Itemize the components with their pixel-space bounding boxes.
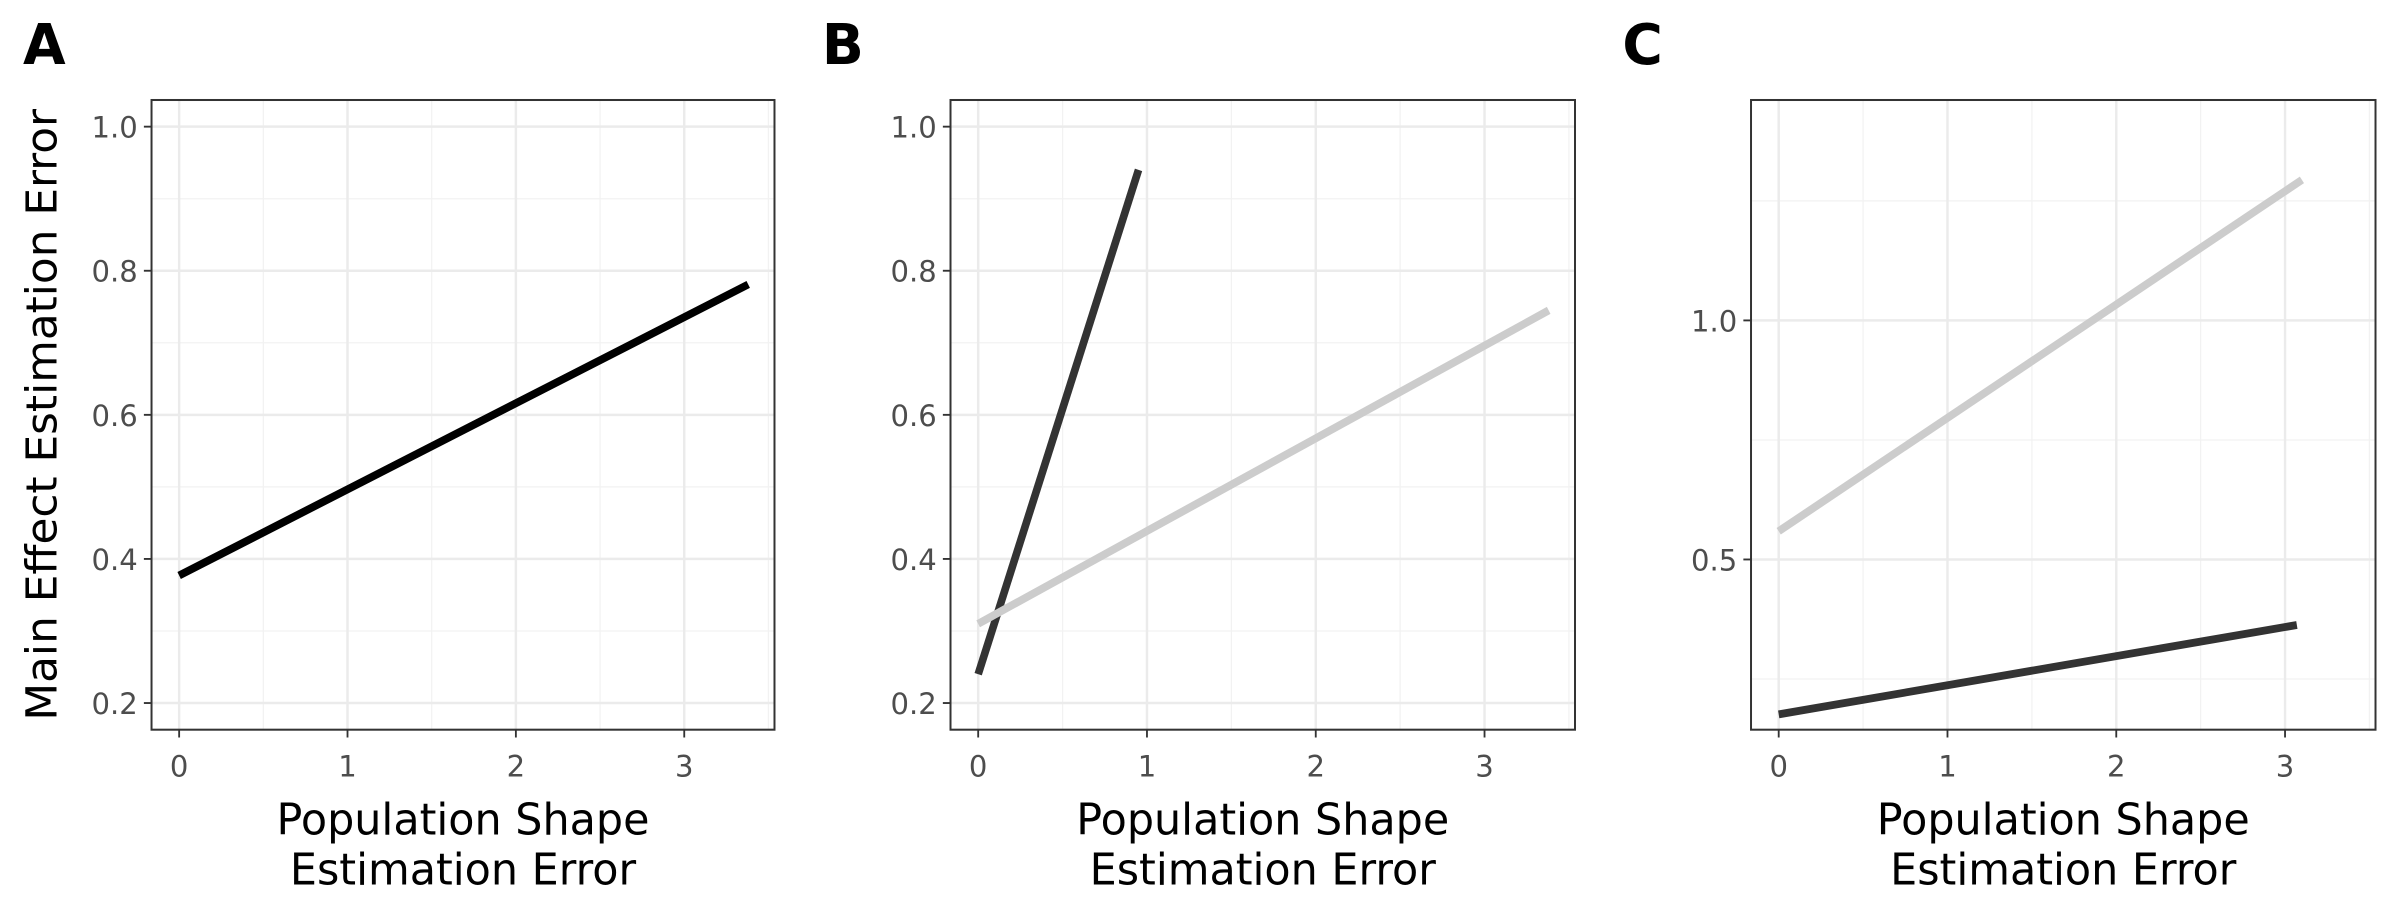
data-line (1776, 176, 2305, 535)
y-tick-label: 1.0 (1691, 304, 1737, 338)
y-tick-label: 0.5 (1691, 543, 1737, 577)
x-tick-label: 0 (1769, 749, 1788, 783)
x-tick-label: 3 (2276, 749, 2295, 783)
x-axis-title: Estimation Error (290, 845, 636, 896)
data-line (1778, 621, 2298, 719)
y-tick-label: 0.8 (92, 254, 138, 288)
data-line (974, 168, 1143, 676)
y-tick-label: 0.8 (891, 254, 937, 288)
plot-border (150, 98, 776, 731)
x-axis-title: Estimation Error (1890, 845, 2236, 896)
x-tick-label: 1 (338, 749, 357, 783)
x-axis-title: Population Shape (1076, 795, 1449, 846)
plot-border (1750, 98, 2377, 731)
x-axis-title: Estimation Error (1090, 845, 1436, 896)
x-axis-title: Population Shape (277, 795, 650, 846)
x-tick-label: 2 (507, 749, 526, 783)
panel-label: C (1622, 13, 1662, 79)
data-line (177, 280, 750, 579)
y-tick-label: 1.0 (92, 110, 138, 144)
x-tick-label: 0 (969, 749, 988, 783)
y-axis-title: Main Effect Estimation Error (18, 109, 67, 721)
x-axis-title: Population Shape (1877, 795, 2250, 846)
y-tick-label: 1.0 (891, 110, 937, 144)
x-tick-label: 3 (675, 749, 694, 783)
x-tick-label: 2 (2107, 749, 2126, 783)
x-tick-label: 2 (1306, 749, 1325, 783)
y-tick-label: 0.4 (891, 543, 937, 577)
y-tick-label: 0.6 (92, 399, 138, 433)
y-tick-label: 0.2 (92, 687, 138, 721)
x-tick-label: 0 (170, 749, 189, 783)
panel-label: A (23, 13, 66, 79)
x-tick-label: 3 (1475, 749, 1494, 783)
x-tick-label: 1 (1938, 749, 1957, 783)
data-line (976, 306, 1551, 628)
x-tick-label: 1 (1138, 749, 1157, 783)
plot-border (949, 98, 1576, 731)
y-tick-label: 0.6 (891, 399, 937, 433)
y-tick-label: 0.4 (92, 543, 138, 577)
y-tick-label: 0.2 (891, 687, 937, 721)
panel-label: B (822, 13, 864, 79)
